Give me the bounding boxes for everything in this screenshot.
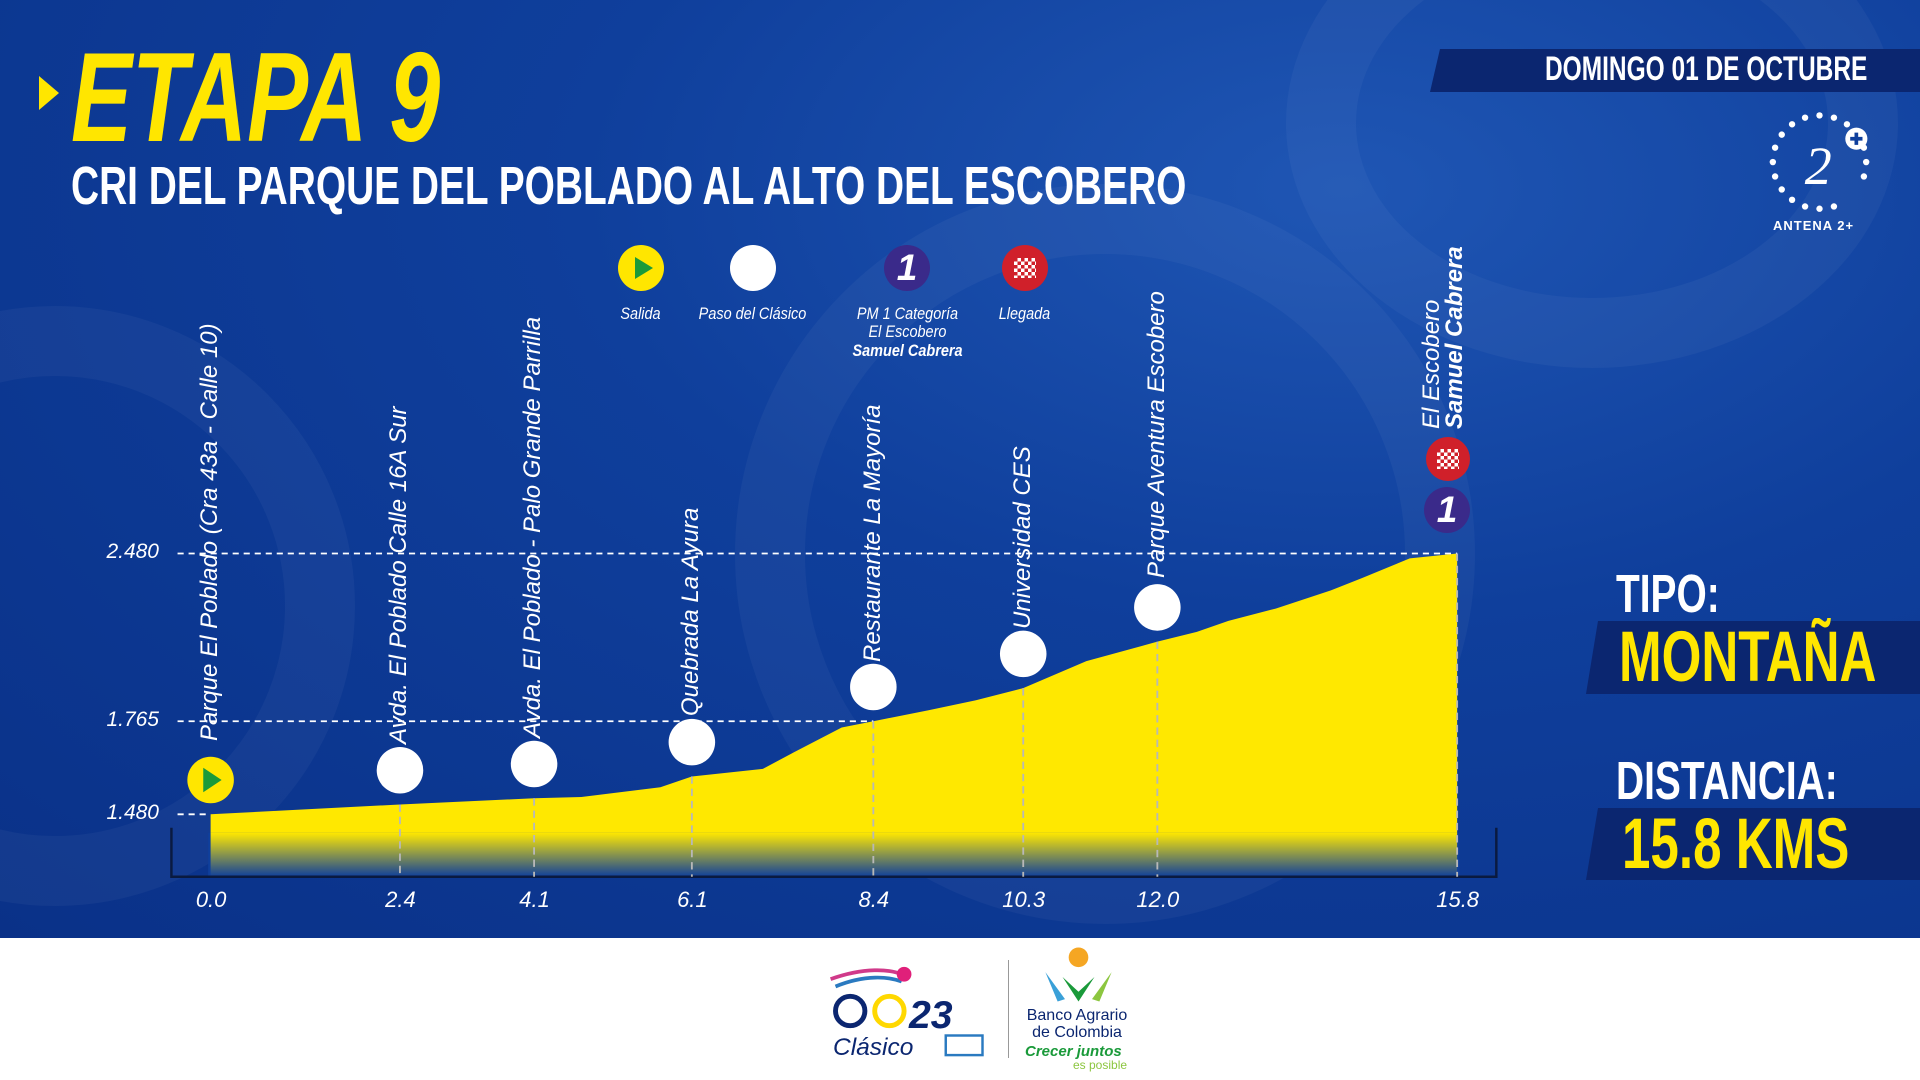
tipo-label-text: TIPO: bbox=[1616, 564, 1720, 624]
distancia-band bbox=[1586, 808, 1920, 880]
waypoint-label: Parque Aventura Escobero bbox=[1142, 291, 1170, 578]
waypoint-pass-icon bbox=[1134, 584, 1181, 631]
legend-finish-icon bbox=[1002, 245, 1048, 291]
svg-text:23: 23 bbox=[908, 994, 953, 1037]
legend-pm1-label: PM 1 Categoría bbox=[856, 304, 959, 323]
footer-divider bbox=[1008, 960, 1009, 1058]
antena-label: ANTENA 2+ bbox=[1773, 218, 1855, 233]
x-tick-label: 6.1 bbox=[677, 887, 708, 912]
waypoint-label: El Escobero Samuel Cabrera bbox=[1418, 245, 1469, 429]
waypoint-pass-icon bbox=[510, 740, 558, 788]
svg-text:2: 2 bbox=[1805, 136, 1832, 196]
x-axis-line bbox=[170, 827, 1498, 878]
antena-2-logo-icon: 2 bbox=[1769, 112, 1870, 212]
sponsor-slogan-2: es posible bbox=[1073, 1058, 1128, 1072]
distancia-label-text: DISTANCIA: bbox=[1616, 751, 1838, 811]
date-band bbox=[1430, 49, 1920, 92]
distancia-label: DISTANCIA: bbox=[1616, 754, 1920, 808]
legend-finish-label: Llegada bbox=[998, 304, 1051, 323]
banco-agrario-logo-icon bbox=[1045, 947, 1112, 1002]
legend-start-icon bbox=[618, 245, 664, 291]
x-tick-label: 2.4 bbox=[385, 887, 416, 912]
mountain-pass-1-icon: 1 bbox=[1424, 487, 1470, 533]
tipo-value-text: MONTAÑA bbox=[1619, 618, 1877, 697]
date-text: DOMINGO 01 DE OCTUBRE bbox=[1545, 50, 1868, 88]
x-tick-label: 4.1 bbox=[519, 887, 550, 912]
x-tick-label: 12.0 bbox=[1136, 887, 1180, 912]
distancia-value: 15.8 KMS bbox=[1622, 809, 1920, 880]
waypoint-pass-icon bbox=[668, 718, 716, 766]
y-tick-label: 1.480 bbox=[106, 801, 159, 825]
waypoint-label: Quebrada La Ayura bbox=[677, 507, 705, 717]
tipo-band bbox=[1586, 621, 1920, 694]
stage-subtitle-text: CRI DEL PARQUE DEL POBLADO AL ALTO DEL E… bbox=[71, 156, 1187, 216]
waypoint-label: Restaurante La Mayoría bbox=[858, 404, 886, 663]
profile-fade bbox=[210, 832, 1458, 877]
waypoint-label: Avda. El Poblado Calle 16A Sur bbox=[385, 406, 413, 745]
finish-flag-icon bbox=[1426, 437, 1470, 481]
elevation-profile-chart bbox=[170, 552, 1498, 878]
finish-label: El Escobero bbox=[1418, 299, 1446, 429]
stage-title-text: ETAPA 9 bbox=[71, 26, 441, 168]
elevation-profile-area bbox=[210, 553, 1458, 877]
x-tick-label: 8.4 bbox=[858, 887, 890, 912]
legend-start-label: Salida bbox=[620, 304, 661, 323]
x-tick-label: 15.8 bbox=[1436, 887, 1480, 912]
svg-text:Clásico: Clásico bbox=[833, 1034, 913, 1060]
sponsor-slogan-1: Crecer juntos bbox=[1025, 1043, 1122, 1060]
waypoint-pass-icon bbox=[999, 630, 1047, 678]
legend-pm1-sub: El Escobero bbox=[868, 322, 947, 341]
sponsor-name-2: de Colombia bbox=[1032, 1024, 1122, 1041]
waypoint-label: Parque El Poblado (Cra 43a - Calle 10) bbox=[195, 323, 223, 741]
tipo-label: TIPO: bbox=[1616, 567, 1760, 621]
stage-subtitle: CRI DEL PARQUE DEL POBLADO AL ALTO DEL E… bbox=[71, 159, 1620, 213]
legend-pass-label: Paso del Clásico bbox=[698, 304, 807, 323]
legend-pm1-name: Samuel Cabrera bbox=[852, 341, 963, 360]
legend-pm1-icon: 1 bbox=[884, 245, 930, 291]
y-tick-label: 2.480 bbox=[106, 540, 159, 564]
x-tick-label: 10.3 bbox=[1002, 887, 1046, 912]
footer: 23 Clásico Banco Agrario de Colombia Cre… bbox=[0, 938, 1920, 1080]
date: DOMINGO 01 DE OCTUBRE bbox=[1545, 50, 1920, 88]
y-tick-label: 1.765 bbox=[106, 708, 159, 732]
waypoint-pass-icon bbox=[376, 746, 424, 794]
waypoint-label: Avda. El Poblado - Palo Grande Parrilla bbox=[519, 317, 547, 739]
sponsor-name-1: Banco Agrario bbox=[1026, 1007, 1128, 1024]
waypoint-label: Universidad CES bbox=[1008, 446, 1036, 630]
start-arrow-icon bbox=[203, 767, 222, 793]
legend-pass-icon bbox=[730, 245, 776, 291]
clasico-23-logo-icon: 23 Clásico bbox=[829, 966, 984, 1060]
x-tick-label: 0.0 bbox=[195, 887, 227, 912]
waypoint-pass-icon bbox=[850, 663, 897, 711]
title-arrow-icon bbox=[39, 76, 59, 110]
tipo-value: MONTAÑA bbox=[1619, 622, 1920, 693]
distancia-value-text: 15.8 KMS bbox=[1622, 805, 1850, 884]
finish-rider: Samuel Cabrera bbox=[1441, 245, 1469, 429]
stage-title: ETAPA 9 bbox=[71, 34, 584, 161]
